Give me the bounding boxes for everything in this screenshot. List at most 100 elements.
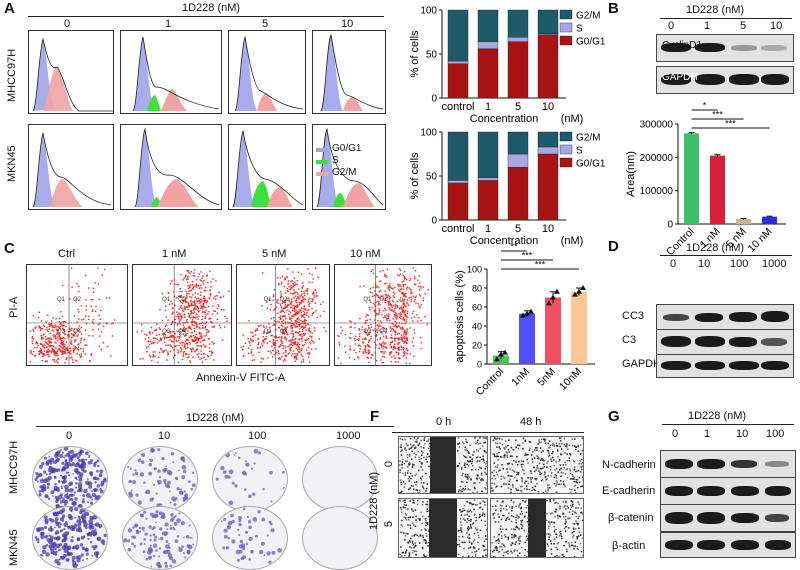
scatter-dot bbox=[224, 326, 226, 328]
scatter-dot bbox=[280, 281, 283, 284]
scatter-dot bbox=[209, 289, 211, 291]
cell bbox=[553, 543, 555, 545]
scatter-dot bbox=[282, 352, 285, 354]
scatter-dot bbox=[190, 299, 192, 302]
scatter-dot bbox=[63, 351, 65, 353]
scatter-dot bbox=[304, 323, 307, 325]
cell bbox=[460, 514, 463, 516]
scatter-dot bbox=[65, 341, 68, 343]
scatter-dot bbox=[205, 334, 208, 336]
cell bbox=[421, 463, 423, 466]
cell bbox=[558, 515, 561, 517]
colony bbox=[215, 477, 219, 481]
colony bbox=[47, 459, 50, 462]
cell bbox=[547, 533, 550, 535]
colony bbox=[134, 524, 137, 527]
colony bbox=[55, 530, 60, 535]
colony bbox=[94, 494, 97, 498]
cell bbox=[536, 447, 538, 449]
cell bbox=[538, 470, 540, 472]
scatter-dot bbox=[162, 350, 164, 352]
quadrant-label: Q3 bbox=[162, 329, 171, 335]
colony bbox=[174, 539, 179, 543]
scatter-dot bbox=[83, 318, 85, 320]
scatter-dot bbox=[200, 307, 202, 310]
scatter-dot bbox=[169, 332, 171, 334]
scatter-dot bbox=[405, 292, 407, 295]
scatter-dot bbox=[192, 339, 195, 342]
colony bbox=[68, 450, 71, 453]
scatter-dot bbox=[260, 361, 262, 363]
scatter-dot bbox=[210, 286, 212, 288]
cell bbox=[496, 455, 498, 457]
scatter-dot bbox=[192, 348, 195, 351]
scatter-dot bbox=[176, 283, 178, 286]
bar bbox=[762, 216, 777, 224]
blot-band bbox=[695, 361, 725, 370]
scatter-dot bbox=[257, 343, 260, 345]
scatter-dot bbox=[301, 328, 304, 331]
scatter-dot bbox=[403, 270, 406, 273]
scatter-dot bbox=[73, 349, 76, 351]
scatter-dot bbox=[394, 347, 397, 349]
scatter-dot bbox=[394, 307, 397, 309]
cell bbox=[524, 440, 527, 442]
cell bbox=[422, 487, 425, 490]
scatter-dot bbox=[49, 337, 51, 339]
cell bbox=[514, 528, 516, 531]
cell bbox=[498, 550, 501, 553]
scatter-dot bbox=[262, 272, 264, 274]
scatter-dot bbox=[422, 297, 425, 299]
colony bbox=[68, 551, 73, 556]
colony bbox=[164, 483, 170, 488]
colony bbox=[44, 535, 48, 539]
scatter-dot bbox=[303, 327, 305, 330]
cell bbox=[491, 487, 493, 489]
colony bbox=[60, 474, 63, 477]
scatter-dot bbox=[290, 301, 293, 303]
scatter-dot bbox=[147, 337, 150, 339]
scatter-dot bbox=[291, 279, 293, 282]
scatter-dot bbox=[380, 359, 382, 361]
scatter-dot bbox=[32, 328, 34, 331]
cell bbox=[530, 470, 532, 472]
scatter-dot bbox=[200, 301, 202, 304]
cell bbox=[564, 461, 566, 464]
y-tick-label: 100 bbox=[467, 265, 482, 275]
colony bbox=[149, 539, 152, 542]
quadrant-label: Q1 bbox=[264, 297, 273, 303]
cell bbox=[485, 437, 487, 440]
scatter-dot bbox=[103, 268, 106, 271]
cell bbox=[473, 451, 475, 453]
cell bbox=[484, 504, 486, 506]
scatter-dot bbox=[46, 338, 48, 340]
scatter-dot bbox=[410, 300, 412, 302]
cell bbox=[470, 511, 473, 513]
panel-e-conc-100: 100 bbox=[248, 430, 267, 442]
cell bbox=[560, 535, 563, 537]
panel-d-lane-1000: 1000 bbox=[762, 258, 787, 270]
colony bbox=[62, 481, 65, 484]
cell bbox=[510, 514, 513, 517]
cell bbox=[555, 442, 558, 445]
scatter-dot bbox=[154, 351, 156, 353]
scatter-dot bbox=[149, 340, 152, 343]
colony bbox=[82, 498, 85, 501]
cell bbox=[578, 531, 581, 534]
scatter-dot bbox=[305, 289, 308, 291]
scatter-dot bbox=[322, 301, 324, 303]
scatter-dot bbox=[393, 346, 396, 348]
cell bbox=[530, 481, 533, 483]
panel-b-lane-5: 5 bbox=[740, 20, 747, 32]
cell bbox=[404, 552, 407, 554]
blot-bactin bbox=[660, 532, 796, 558]
cell bbox=[498, 451, 500, 454]
cell bbox=[549, 446, 551, 449]
scatter-dot bbox=[399, 269, 402, 271]
scatter-dot bbox=[301, 320, 304, 323]
cell bbox=[510, 499, 513, 502]
colony bbox=[220, 520, 223, 523]
cell bbox=[519, 540, 521, 542]
scatter-dot bbox=[59, 327, 61, 330]
cell bbox=[462, 472, 464, 475]
